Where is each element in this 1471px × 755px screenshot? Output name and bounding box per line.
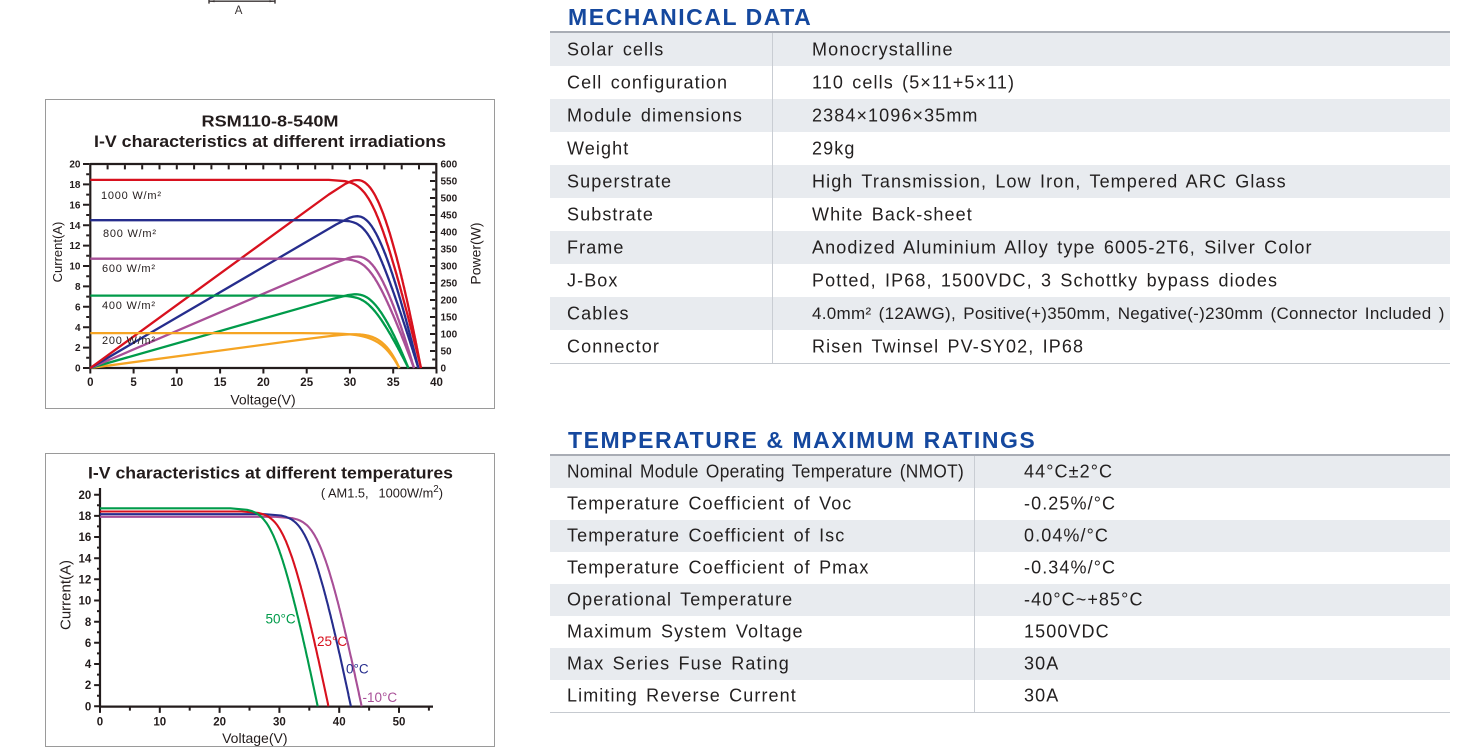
svg-text:0: 0 xyxy=(97,716,103,728)
svg-text:350: 350 xyxy=(441,245,458,256)
svg-text:10: 10 xyxy=(79,596,92,608)
svg-text:( AM1.5, 1000W/m2): ( AM1.5, 1000W/m2) xyxy=(321,484,443,501)
svg-text:14: 14 xyxy=(79,553,92,565)
svg-text:300: 300 xyxy=(441,262,458,273)
svg-text:20: 20 xyxy=(69,160,81,171)
svg-text:0: 0 xyxy=(441,364,447,375)
svg-text:10: 10 xyxy=(170,377,183,389)
svg-text:8: 8 xyxy=(75,282,81,293)
svg-text:A: A xyxy=(235,5,243,17)
svg-text:14: 14 xyxy=(69,221,81,232)
svg-text:Current(A): Current(A) xyxy=(50,222,65,283)
svg-text:50: 50 xyxy=(441,347,453,358)
svg-text:0°C: 0°C xyxy=(346,662,369,677)
svg-text:0: 0 xyxy=(85,701,91,713)
svg-text:Power(W): Power(W) xyxy=(468,222,484,284)
svg-text:500: 500 xyxy=(441,194,458,205)
svg-text:15: 15 xyxy=(214,377,227,389)
svg-text:800 W/m²: 800 W/m² xyxy=(103,228,156,240)
svg-text:40: 40 xyxy=(430,377,443,389)
svg-text:150: 150 xyxy=(441,313,458,324)
svg-text:2: 2 xyxy=(85,680,91,692)
svg-text:18: 18 xyxy=(79,511,92,523)
svg-text:50°C: 50°C xyxy=(266,612,296,627)
svg-text:Voltage(V): Voltage(V) xyxy=(230,392,295,408)
svg-text:16: 16 xyxy=(69,200,81,211)
svg-text:30: 30 xyxy=(344,377,357,389)
svg-text:100: 100 xyxy=(441,330,458,341)
svg-text:Voltage(V): Voltage(V) xyxy=(222,730,287,746)
svg-text:10: 10 xyxy=(69,262,81,273)
svg-text:18: 18 xyxy=(69,180,81,191)
svg-text:30: 30 xyxy=(273,716,286,728)
svg-text:20: 20 xyxy=(213,716,226,728)
svg-text:RSM110-8-540M: RSM110-8-540M xyxy=(202,114,339,131)
svg-text:400 W/m²: 400 W/m² xyxy=(102,300,155,312)
svg-text:600: 600 xyxy=(441,160,458,171)
svg-text:20: 20 xyxy=(79,490,92,502)
svg-text:12: 12 xyxy=(79,574,92,586)
svg-text:550: 550 xyxy=(441,177,458,188)
svg-text:40: 40 xyxy=(333,716,346,728)
svg-text:8: 8 xyxy=(85,617,92,629)
svg-text:25°C: 25°C xyxy=(317,634,347,649)
svg-text:450: 450 xyxy=(441,211,458,222)
svg-text:5: 5 xyxy=(130,377,137,389)
svg-text:0: 0 xyxy=(75,364,81,375)
svg-text:35: 35 xyxy=(387,377,400,389)
svg-text:4: 4 xyxy=(85,659,92,671)
svg-text:4: 4 xyxy=(75,323,81,334)
svg-text:600 W/m²: 600 W/m² xyxy=(102,263,155,275)
svg-text:I-V characteristics at differe: I-V characteristics at different irradia… xyxy=(94,133,446,151)
svg-text:2: 2 xyxy=(75,343,81,354)
svg-text:Current(A): Current(A) xyxy=(58,560,75,630)
svg-text:16: 16 xyxy=(79,532,92,544)
svg-text:10: 10 xyxy=(153,716,166,728)
svg-text:12: 12 xyxy=(69,241,81,252)
svg-text:0: 0 xyxy=(87,377,93,389)
svg-text:1000 W/m²: 1000 W/m² xyxy=(101,190,161,202)
svg-text:250: 250 xyxy=(441,279,458,290)
svg-text:400: 400 xyxy=(441,228,458,239)
svg-text:I-V characteristics at differe: I-V characteristics at different tempera… xyxy=(88,465,453,483)
svg-text:50: 50 xyxy=(393,716,406,728)
svg-text:6: 6 xyxy=(75,302,81,313)
svg-text:25: 25 xyxy=(300,377,313,389)
svg-text:20: 20 xyxy=(257,377,270,389)
svg-text:6: 6 xyxy=(85,638,91,650)
svg-text:200: 200 xyxy=(441,296,458,307)
svg-text:200 W/m²: 200 W/m² xyxy=(102,335,155,347)
svg-text:-10°C: -10°C xyxy=(363,690,398,705)
